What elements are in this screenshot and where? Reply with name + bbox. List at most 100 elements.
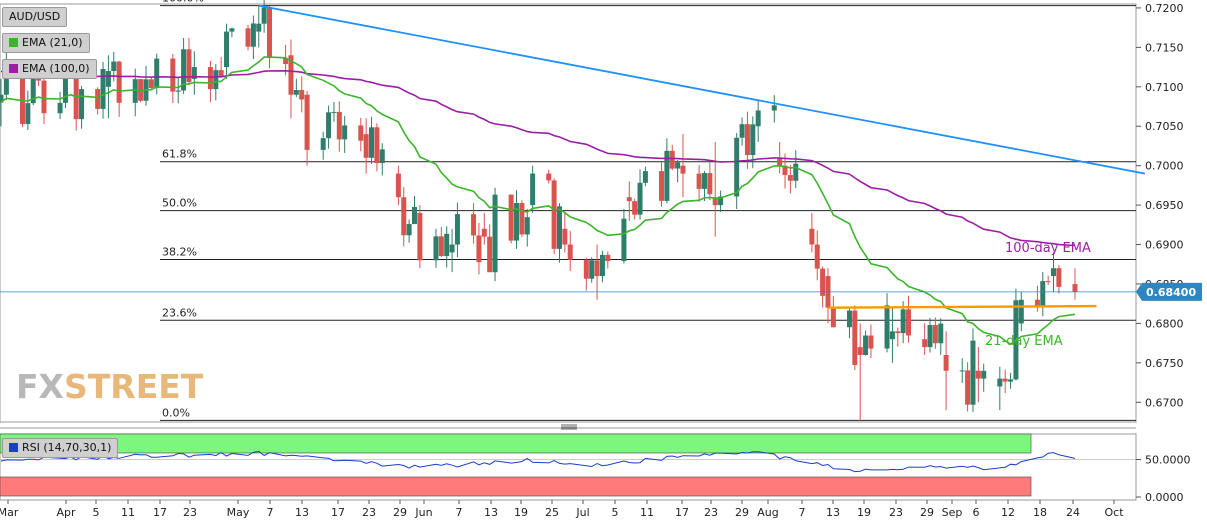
candle-body [675,162,681,169]
rsi-tick-label: 50.0000 [1145,454,1191,467]
candle-body [530,173,536,206]
rsi-tick-label: 0.0000 [1145,491,1184,504]
candle-body [632,201,638,215]
candle-body [846,310,852,328]
candle-body [712,197,718,206]
candle-body [884,305,890,349]
fib-label: 23.6% [162,306,197,319]
candle-body [100,69,106,109]
instrument-label: AUD/USD [2,7,68,27]
x-tick-label: 19 [514,506,528,519]
candle-body [1051,268,1057,277]
candle-body [959,370,965,372]
x-tick-label: 24 [1066,506,1080,519]
y-tick-label: 0.6750 [1145,357,1184,370]
x-tick-label: 17 [331,506,345,519]
candle-body [508,194,514,241]
y-tick-label: 0.7000 [1145,160,1184,173]
candle-body [680,165,686,174]
candle-body [793,163,799,181]
x-tick-label: 11 [640,506,654,519]
candle-body [191,67,197,79]
candle-body [1008,379,1014,382]
x-tick-label: 18 [1033,506,1047,519]
candle-body [981,370,987,379]
candle-body [213,70,219,90]
candle-body [519,203,525,235]
candle-body [1072,283,1078,292]
x-tick-label: 6 [973,506,980,519]
candle-body [900,309,906,334]
candle-body [696,173,702,189]
resistance-trendline [258,4,1145,175]
candle-body [1040,281,1046,307]
fib-label: 100.0% [162,0,204,5]
ema100-annotation: 100-day EMA [1005,241,1091,256]
candle-body [852,310,858,365]
y-tick-label: 0.6700 [1145,396,1184,409]
x-tick-label: 13 [295,506,309,519]
legend-ema100-text: EMA (100,0) [22,62,90,75]
candle-body [304,94,310,150]
candle-body [395,173,401,198]
candle-body [750,124,756,156]
y-tick-label: 0.7100 [1145,81,1184,94]
candle-body [895,331,901,334]
candle-body [138,79,144,101]
candle-body [975,370,981,379]
candle-body [739,124,745,138]
candle-body [374,127,380,164]
candle-body [369,127,375,158]
x-tick-label: Sep [942,506,963,519]
x-tick-label: 5 [612,506,619,519]
candle-body [25,103,31,124]
support-line [827,304,1097,309]
candle-body [36,77,42,81]
x-tick-label: 5 [93,506,100,519]
ema21-swatch [9,38,18,47]
rsi-line [0,450,1076,473]
candle-body [331,111,337,113]
x-tick-label: 13 [484,506,498,519]
x-tick-label: Aug [757,506,778,519]
x-tick-label: Oct [1104,506,1124,519]
candle-body [857,347,863,355]
legend-rsi: RSI (14,70,30,1) [2,438,119,458]
candle-body [1034,299,1040,307]
fib-label: 61.8% [162,148,197,161]
candle-body [771,105,777,111]
ema21-line [0,56,1076,346]
candle-body [57,102,63,114]
y-tick-label: 0.7050 [1145,120,1184,133]
candle-body [621,218,627,262]
x-tick-label: 12 [1001,506,1015,519]
ema100-swatch [9,64,18,73]
candle-body [669,150,675,169]
candle-body [170,58,176,92]
candle-body [567,244,573,260]
candle-body [777,157,783,166]
candle-body [487,236,493,273]
candle-body [181,49,187,91]
ema100-line [0,69,1076,247]
x-tick-label: Apr [56,506,76,519]
y-tick-label: 0.6900 [1145,239,1184,252]
candle-body [267,7,272,59]
x-tick-label: 29 [735,506,749,519]
candle-body [245,28,251,47]
legend-rsi-text: RSI (14,70,30,1) [22,441,112,454]
last-price-tag [1136,282,1202,301]
fib-label: 0.0% [162,406,190,419]
candle-body [642,171,648,183]
candle-body [336,111,342,140]
candle-body [664,150,670,201]
candle-body [938,323,944,344]
candle-body [411,206,417,225]
candle-body [154,58,160,88]
candle-body [943,354,949,371]
candle-body [755,110,761,127]
candle-body [148,79,154,88]
y-tick-label: 0.6800 [1145,317,1184,330]
candle-body [562,228,568,245]
candle-body [41,80,47,114]
